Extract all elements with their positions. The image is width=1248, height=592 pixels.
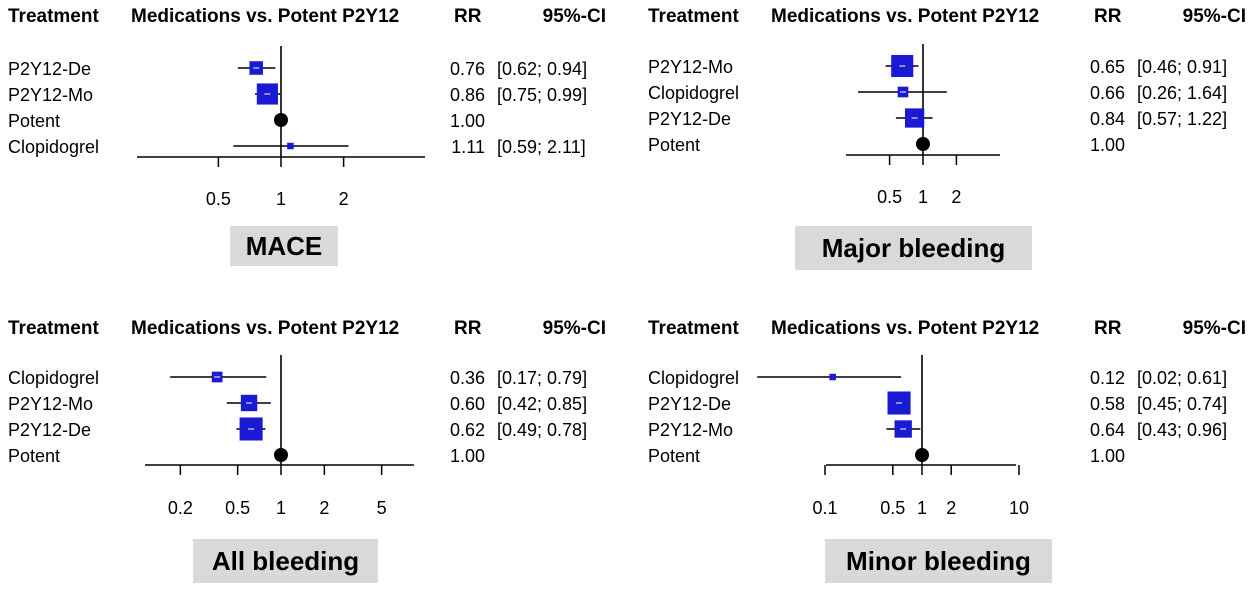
outcome-label: Minor bleeding [846, 546, 1031, 576]
row-ci: [0.49; 0.78] [497, 420, 587, 440]
reference-point [915, 448, 929, 462]
estimate-box [287, 142, 294, 150]
header-ci: 95%-CI [1183, 6, 1246, 27]
header-comparison: Medications vs. Potent P2Y12 [771, 6, 1039, 27]
x-tick-label: 2 [951, 187, 961, 207]
row-rr: 0.58 [1090, 394, 1125, 414]
row-ci: [0.17; 0.79] [497, 368, 587, 388]
row-label: Potent [648, 446, 700, 466]
x-tick-label: 5 [377, 498, 387, 518]
x-tick-label: 1 [276, 498, 286, 518]
header-treatment: Treatment [648, 318, 739, 339]
row-rr: 1.00 [450, 111, 485, 131]
row-label: P2Y12-De [648, 109, 731, 129]
outcome-label: Major bleeding [822, 233, 1005, 263]
row-rr: 1.00 [1090, 446, 1125, 466]
forest-panel-major-bleeding: Treatment Medications vs. Potent P2Y12 RR 9… [648, 6, 1246, 270]
row-ci: [0.46; 0.91] [1137, 57, 1227, 77]
row-rr: 0.66 [1090, 83, 1125, 103]
reference-point [916, 137, 930, 151]
x-tick-label: 1 [917, 498, 927, 518]
outcome-label-box [795, 226, 1032, 270]
header-comparison: Medications vs. Potent P2Y12 [131, 6, 399, 27]
row-ci: [0.75; 0.99] [497, 85, 587, 105]
outcome-label-box [193, 539, 378, 583]
row-ci: [0.26; 1.64] [1137, 83, 1227, 103]
row-rr: 0.84 [1090, 109, 1125, 129]
forest-panel-minor-bleeding: Treatment Medications vs. Potent P2Y12 RR 9… [648, 318, 1246, 583]
outcome-label-box [825, 539, 1052, 583]
row-label: P2Y12-Mo [8, 394, 93, 414]
x-tick-label: 2 [319, 498, 329, 518]
x-tick-label: 0.2 [168, 498, 193, 518]
row-ci: [0.42; 0.85] [497, 394, 587, 414]
row-rr: 0.36 [450, 368, 485, 388]
reference-point [274, 113, 288, 127]
outcome-label-box [230, 226, 338, 266]
row-label: Potent [8, 446, 60, 466]
header-treatment: Treatment [648, 6, 739, 27]
row-label: Clopidogrel [648, 83, 739, 103]
header-rr: RR [1094, 6, 1122, 27]
row-ci: [0.62; 0.94] [497, 59, 587, 79]
header-rr: RR [1094, 318, 1122, 339]
row-label: Potent [648, 135, 700, 155]
x-tick-label: 0.5 [225, 498, 250, 518]
header-ci: 95%-CI [543, 6, 606, 27]
row-label: P2Y12-De [8, 420, 91, 440]
row-ci: [0.45; 0.74] [1137, 394, 1227, 414]
row-label: P2Y12-De [8, 59, 91, 79]
row-rr: 1.00 [1090, 135, 1125, 155]
row-label: Potent [8, 111, 60, 131]
row-rr: 0.65 [1090, 57, 1125, 77]
row-label: P2Y12-Mo [648, 57, 733, 77]
row-ci: [0.59; 2.11] [497, 137, 586, 157]
row-rr: 0.76 [450, 59, 485, 79]
row-rr: 0.62 [450, 420, 485, 440]
x-tick-label: 1 [918, 187, 928, 207]
row-label: P2Y12-Mo [8, 85, 93, 105]
row-rr: 0.64 [1090, 420, 1125, 440]
row-rr: 0.60 [450, 394, 485, 414]
x-tick-label: 2 [946, 498, 956, 518]
row-label: Clopidogrel [8, 368, 99, 388]
outcome-label: All bleeding [212, 546, 359, 576]
row-label: P2Y12-De [648, 394, 731, 414]
x-tick-label: 0.5 [880, 498, 905, 518]
x-tick-label: 0.1 [812, 498, 837, 518]
row-ci: [0.43; 0.96] [1137, 420, 1227, 440]
header-comparison: Medications vs. Potent P2Y12 [131, 318, 399, 339]
header-comparison: Medications vs. Potent P2Y12 [771, 318, 1039, 339]
row-label: Clopidogrel [648, 368, 739, 388]
row-ci: [0.57; 1.22] [1137, 109, 1227, 129]
row-ci: [0.02; 0.61] [1137, 368, 1227, 388]
x-tick-label: 1 [276, 189, 286, 209]
reference-point [274, 448, 288, 462]
row-rr: 1.00 [450, 446, 485, 466]
header-rr: RR [454, 6, 482, 27]
header-ci: 95%-CI [1183, 318, 1246, 339]
x-tick-label: 0.5 [206, 189, 231, 209]
row-rr: 1.11 [451, 137, 485, 157]
forest-panel-mace: Treatment Medications vs. Potent P2Y12 RR 9… [8, 6, 606, 266]
row-rr: 0.12 [1090, 368, 1125, 388]
row-label: Clopidogrel [8, 137, 99, 157]
header-rr: RR [454, 318, 482, 339]
row-label: P2Y12-Mo [648, 420, 733, 440]
forest-panel-all-bleeding: Treatment Medications vs. Potent P2Y12 RR 9… [8, 318, 606, 583]
header-treatment: Treatment [8, 318, 99, 339]
estimate-box [829, 373, 836, 381]
x-tick-label: 10 [1009, 498, 1029, 518]
outcome-label: MACE [246, 231, 323, 261]
row-rr: 0.86 [450, 85, 485, 105]
x-tick-label: 2 [339, 189, 349, 209]
header-treatment: Treatment [8, 6, 99, 27]
x-tick-label: 0.5 [877, 187, 902, 207]
header-ci: 95%-CI [543, 318, 606, 339]
